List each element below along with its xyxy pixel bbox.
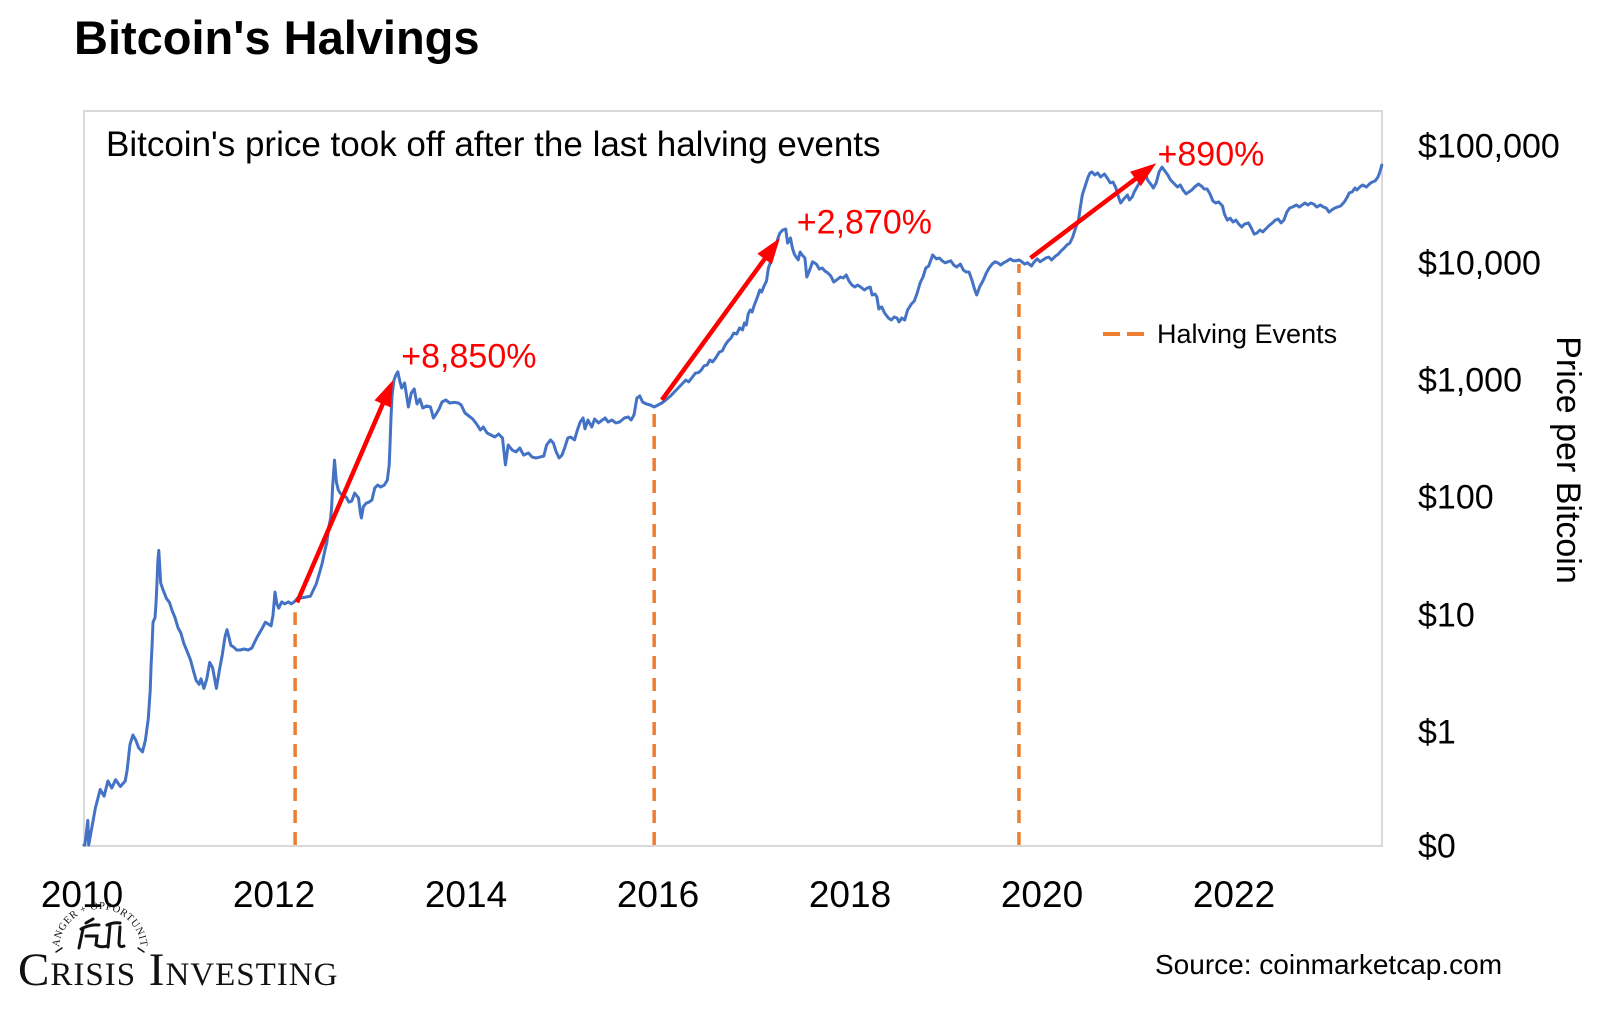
x-tick-label: 2012 xyxy=(232,874,316,915)
gain-label: +890% xyxy=(1157,135,1265,174)
source-text: Source: coinmarketcap.com xyxy=(1155,949,1503,980)
x-tick-label: 2020 xyxy=(1000,874,1084,915)
chart-area: Bitcoin's price took off after the last … xyxy=(83,110,1383,847)
x-tick-label: 2022 xyxy=(1192,874,1276,915)
legend-label: Halving Events xyxy=(1157,318,1338,349)
legend-dash-icon xyxy=(1103,332,1120,336)
legend: Halving Events xyxy=(1103,317,1337,351)
x-tick-label: 2018 xyxy=(808,874,892,915)
legend-dash-icon xyxy=(1127,332,1144,336)
crisis-characters-icon xyxy=(55,917,145,953)
x-tick-label: 2010 xyxy=(40,874,124,915)
logo-wordmark: Crisis Investing xyxy=(18,944,339,996)
y-tick-label: $10 xyxy=(1418,596,1475,635)
y-tick-label: $100 xyxy=(1418,478,1494,517)
gain-label: +8,850% xyxy=(401,337,537,376)
y-tick-label: $1,000 xyxy=(1418,361,1522,400)
y-axis-title: Price per Bitcoin xyxy=(1549,336,1587,584)
y-tick-label: $0 xyxy=(1418,827,1456,866)
y-tick-label: $100,000 xyxy=(1418,127,1560,165)
y-tick-label: $10,000 xyxy=(1418,244,1541,283)
chart-subtitle: Bitcoin's price took off after the last … xyxy=(106,125,881,164)
x-tick-label: 2016 xyxy=(616,874,700,915)
logo-emblem: DANGER + OPPORTUNITY xyxy=(50,893,149,953)
crisis-investing-logo: DANGER + OPPORTUNITY Crisis Investing xyxy=(16,893,396,1003)
gain-label: +2,870% xyxy=(796,203,932,242)
y-tick-label: $1 xyxy=(1418,713,1456,752)
page-title: Bitcoin's Halvings xyxy=(74,11,480,64)
x-tick-label: 2014 xyxy=(424,874,508,915)
logo-arc-text: DANGER + OPPORTUNITY xyxy=(50,893,149,948)
